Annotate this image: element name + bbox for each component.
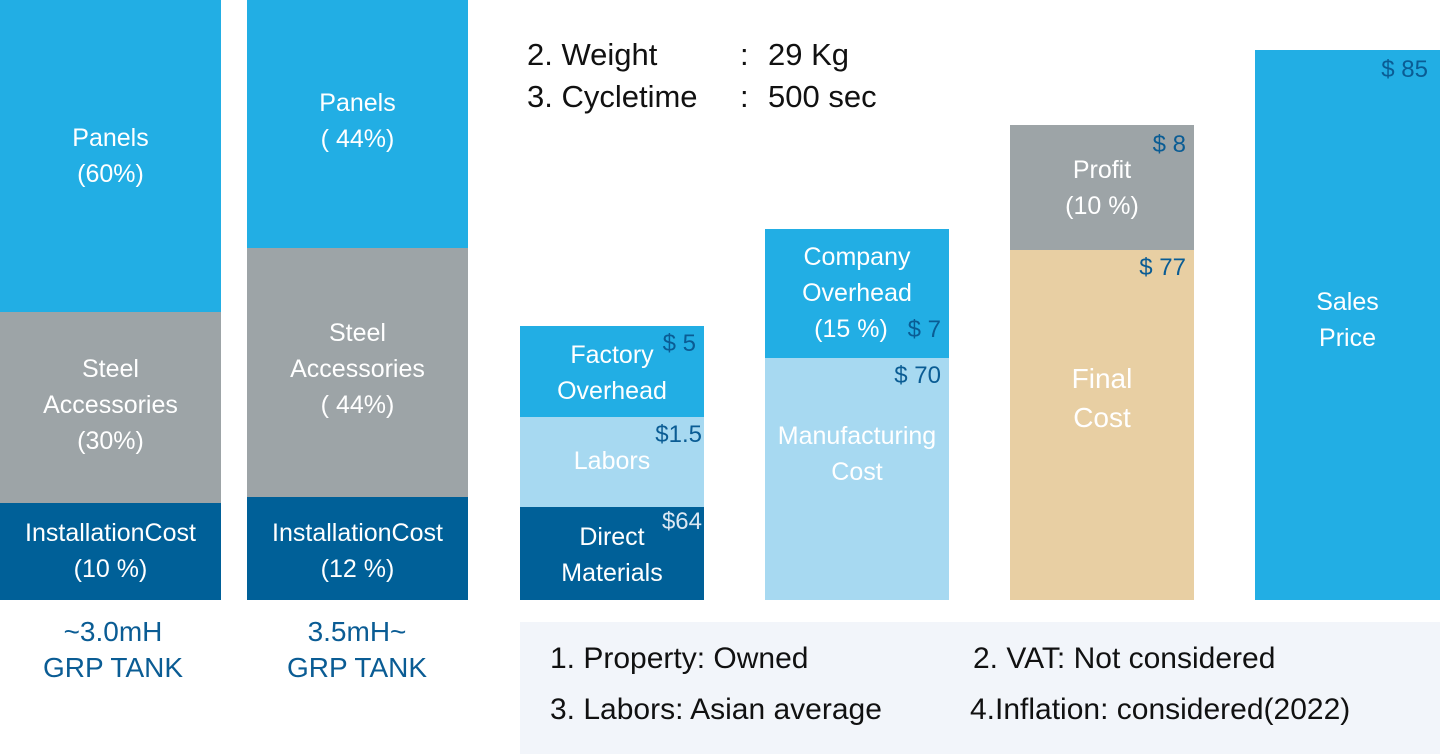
direct-materials-segment: Direct Materials $64: [520, 507, 704, 600]
value-label: $ 7: [907, 316, 941, 343]
tank1-caption: ~3.0mH GRP TANK: [42, 616, 184, 683]
segment-label: InstallationCost (10 %): [25, 519, 196, 583]
value-label: $64: [661, 508, 702, 535]
tank1-panels-segment: Panels (60%): [0, 0, 221, 312]
segment-label: InstallationCost (12 %): [272, 519, 443, 583]
tank2-caption: 3.5mH~ GRP TANK: [286, 616, 428, 683]
factory-overhead-segment: Factory Overhead $ 5: [520, 326, 704, 417]
segment-label: Profit (10 %): [1065, 156, 1139, 220]
tank2-installation-segment: InstallationCost (12 %): [247, 497, 468, 600]
tank1-installation-segment: InstallationCost (10 %): [0, 503, 221, 600]
labors-segment: Labors $1.5: [520, 417, 704, 507]
segment-label: Final Cost: [1071, 363, 1133, 433]
segment-label: Panels (60%): [72, 124, 149, 188]
note-item: 4.Inflation: considered(2022): [970, 693, 1351, 726]
note-item: 1. Property: Owned: [550, 642, 809, 675]
spec-cycletime: 3. Cycletime:500 sec: [527, 79, 877, 114]
segment-label: Sales Price: [1316, 288, 1379, 352]
spec-weight: 2. Weight:29 Kg: [527, 37, 850, 72]
company-overhead-segment: Company Overhead (15 %) $ 7: [765, 229, 949, 358]
value-label: $ 70: [894, 362, 941, 389]
profit-segment: Profit (10 %) $ 8: [1010, 125, 1194, 250]
value-label: $ 5: [662, 330, 696, 357]
note-item: 3. Labors: Asian average: [550, 693, 882, 726]
value-label: $1.5: [655, 421, 702, 448]
segment-label: Factory Overhead: [557, 341, 667, 405]
segment-label: Panels( 44%): [319, 89, 396, 153]
tank2-panels-segment: Panels( 44%): [247, 0, 468, 248]
segment-label: Direct Materials: [561, 523, 663, 587]
manufacturing-cost-segment: Manufacturing Cost $ 70: [765, 358, 949, 600]
sales-price-segment: Sales Price $ 85: [1255, 50, 1440, 600]
value-label: $ 8: [1152, 131, 1186, 158]
segment-label: Steel Accessories (30%): [43, 355, 178, 455]
value-label: $ 85: [1381, 56, 1428, 83]
segment-label: Labors: [573, 447, 651, 475]
segment-label: Steel Accessories( 44%): [290, 319, 425, 419]
segment-label: Company Overhead (15 %): [802, 243, 912, 343]
tank1-steel-segment: Steel Accessories (30%): [0, 312, 221, 503]
assumptions-box: 1. Property: Owned 2. VAT: Not considere…: [520, 622, 1440, 754]
final-cost-segment: Final Cost $ 77: [1010, 250, 1194, 600]
segment-label: Manufacturing Cost: [777, 422, 937, 486]
tank2-steel-segment: Steel Accessories( 44%): [247, 248, 468, 497]
value-label: $ 77: [1139, 254, 1186, 281]
note-item: 2. VAT: Not considered: [973, 642, 1276, 675]
